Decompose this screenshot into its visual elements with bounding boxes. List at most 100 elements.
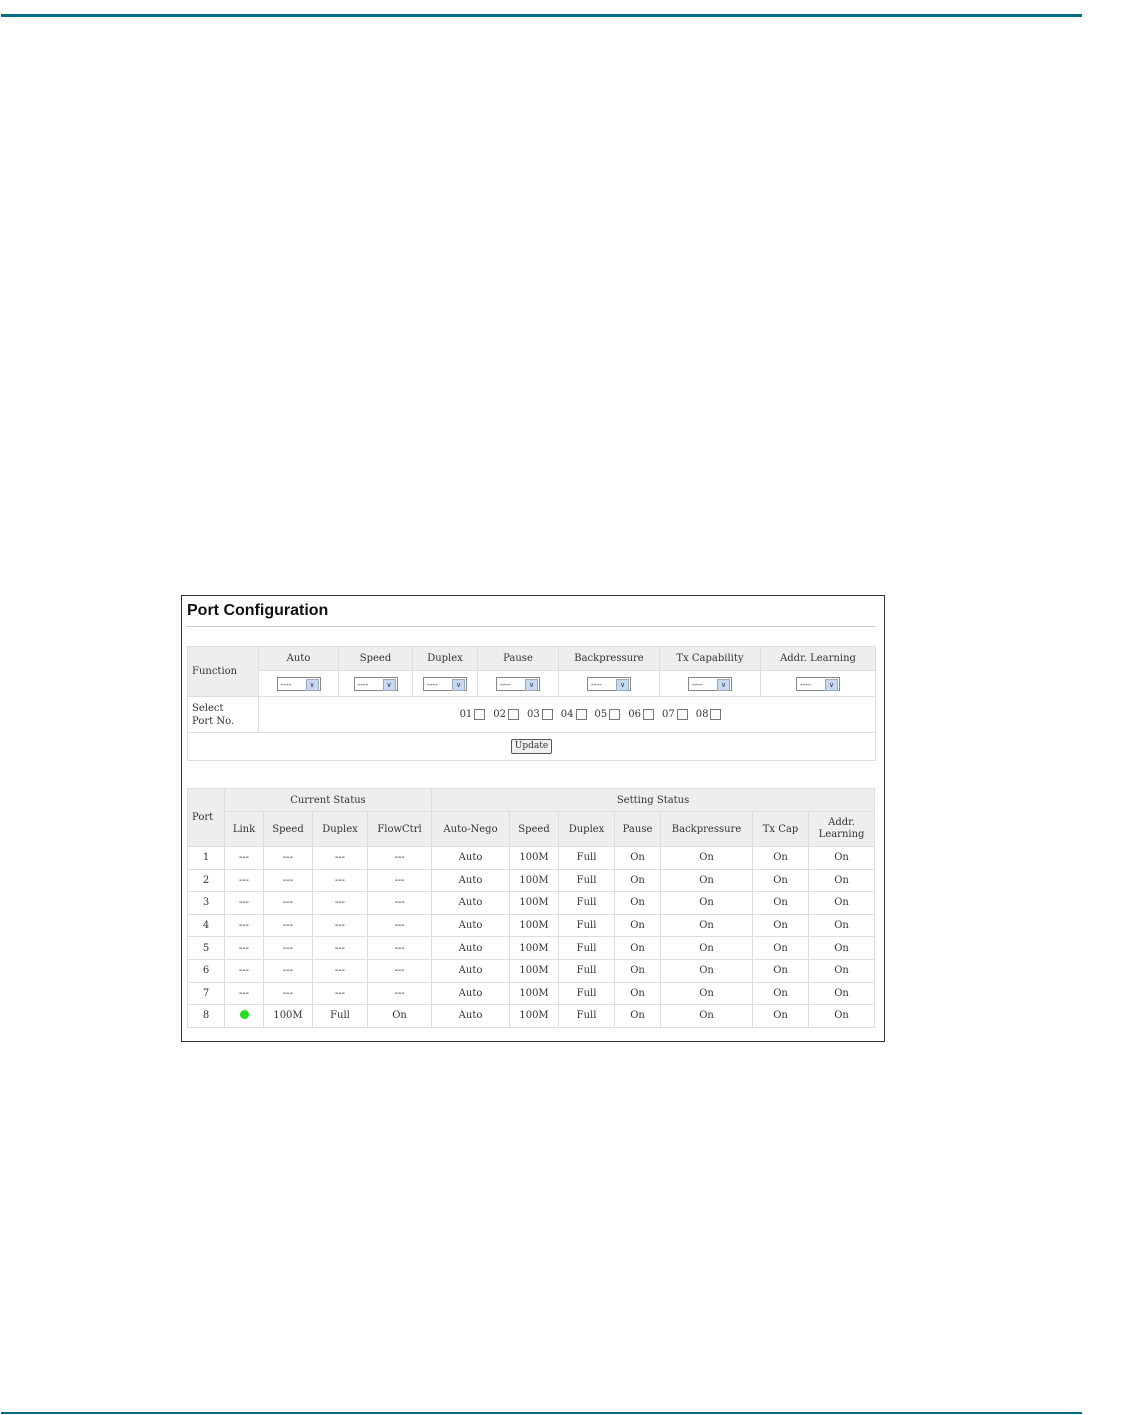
function-header-addr-learning: Addr. Learning: [760, 646, 876, 671]
select-label: Select: [192, 702, 224, 714]
chevron-down-icon: ∨: [825, 678, 838, 691]
cell-sspeed: 100M: [509, 936, 560, 960]
table-row: 2 --- --- --- --- Auto 100M Full On On On On: [187, 868, 876, 893]
cell-port: 5: [187, 936, 225, 960]
cell-sspeed: 100M: [509, 913, 560, 938]
cell-sspeed: 100M: [509, 958, 560, 983]
cell-speed: ---: [263, 936, 313, 960]
cell-flow: ---: [366, 891, 433, 915]
cell-link: ---: [224, 958, 264, 983]
status-header-0: Link: [224, 811, 264, 847]
port-checkbox-02[interactable]: [508, 709, 520, 720]
cell-link: [224, 1004, 264, 1028]
top-rule: [1, 14, 1082, 17]
table-row: 1 --- --- --- --- Auto 100M Full On On On On: [187, 846, 876, 870]
update-button[interactable]: Update: [510, 739, 553, 754]
cell-sduplex: Full: [558, 846, 616, 870]
cell-link: ---: [224, 936, 264, 960]
table-row: 7 --- --- --- --- Auto 100M Full On On On On: [187, 981, 876, 1006]
chevron-down-icon: ∨: [305, 678, 319, 691]
function-header-duplex: Duplex: [412, 646, 478, 671]
port-label-02: 02: [493, 709, 507, 720]
cell-flow: On: [366, 1004, 433, 1028]
select-value: ----: [357, 679, 369, 689]
cell-sduplex: Full: [558, 936, 616, 960]
port-no-label: Port No.: [192, 715, 235, 727]
port-status-table: Port Current Status Setting Status Link S…: [187, 788, 876, 1028]
status-header-8: Backpressure: [660, 811, 754, 847]
cell-link: ---: [224, 981, 264, 1006]
cell-sduplex: Full: [558, 913, 616, 938]
cell-link: ---: [224, 913, 264, 938]
port-checkbox-06[interactable]: [642, 709, 654, 720]
table-row: 3 --- --- --- --- Auto 100M Full On On On On: [187, 891, 876, 915]
cell-bp: On: [660, 913, 754, 938]
function-header-auto: Auto: [258, 646, 339, 671]
port-checkbox-08[interactable]: [710, 709, 722, 720]
port-label-05: 05: [594, 709, 608, 720]
cell-speed: ---: [263, 958, 313, 983]
cell-pause: On: [614, 936, 662, 960]
cell-auto: Auto: [431, 868, 511, 893]
port-label-08: 08: [695, 709, 709, 720]
cell-duplex: ---: [312, 958, 368, 983]
function-header-tx-capability: Tx Capability: [659, 646, 761, 671]
port-checkbox-05[interactable]: [609, 709, 621, 720]
cell-tx: On: [752, 1004, 810, 1028]
port-label-07: 07: [661, 709, 675, 720]
cell-pause: On: [614, 1004, 662, 1028]
port-checkbox-03[interactable]: [541, 709, 553, 720]
cell-port: 8: [187, 1004, 225, 1028]
table-row: 5 --- --- --- --- Auto 100M Full On On On On: [187, 936, 876, 960]
tx-capability-select[interactable]: ---- ∨: [688, 676, 732, 691]
speed-select[interactable]: ---- ∨: [353, 676, 398, 691]
function-cell-backpressure: ---- ∨: [558, 670, 660, 697]
select-value: ----: [280, 679, 292, 689]
cell-tx: On: [752, 981, 810, 1006]
duplex-select[interactable]: ---- ∨: [423, 676, 467, 691]
cell-addr: On: [808, 913, 876, 938]
auto-select[interactable]: ---- ∨: [276, 676, 321, 691]
table-row: 6 --- --- --- --- Auto 100M Full On On On On: [187, 958, 876, 983]
cell-pause: On: [614, 913, 662, 938]
port-checkbox-04[interactable]: [575, 709, 587, 720]
function-header-pause: Pause: [477, 646, 559, 671]
backpressure-select[interactable]: ---- ∨: [587, 676, 631, 691]
pause-select[interactable]: ---- ∨: [496, 676, 540, 691]
cell-flow: ---: [366, 868, 433, 893]
cell-addr: On: [808, 868, 876, 893]
cell-tx: On: [752, 913, 810, 938]
cell-tx: On: [752, 891, 810, 915]
port-configuration-panel: Port Configuration Function Auto Speed Dup…: [181, 595, 885, 1042]
setting-status-header: Setting Status: [431, 788, 876, 812]
port-checkbox-group: 01 02 03 04 05 06 07 08: [258, 696, 876, 733]
cell-duplex: ---: [312, 936, 368, 960]
cell-bp: On: [660, 936, 754, 960]
chevron-down-icon: ∨: [382, 678, 396, 691]
cell-duplex: ---: [312, 891, 368, 915]
function-label: Function: [187, 646, 259, 697]
cell-tx: On: [752, 958, 810, 983]
cell-auto: Auto: [431, 936, 511, 960]
cell-pause: On: [614, 958, 662, 983]
addr-learning-select[interactable]: ---- ∨: [796, 676, 840, 691]
current-status-header: Current Status: [223, 788, 433, 812]
cell-auto: Auto: [431, 958, 511, 983]
cell-link: ---: [224, 868, 264, 893]
cell-duplex: ---: [312, 868, 368, 893]
cell-bp: On: [660, 868, 754, 893]
port-checkbox-07[interactable]: [676, 709, 688, 720]
cell-duplex: ---: [312, 846, 368, 870]
chevron-down-icon: ∨: [616, 678, 629, 691]
status-header-1: Speed: [263, 811, 313, 847]
cell-flow: ---: [366, 981, 433, 1006]
cell-auto: Auto: [431, 913, 511, 938]
select-value: ----: [800, 679, 811, 689]
status-header-7: Pause: [614, 811, 662, 847]
cell-speed: ---: [263, 981, 313, 1006]
cell-addr: On: [808, 846, 876, 870]
port-checkbox-01[interactable]: [474, 709, 486, 720]
cell-port: 1: [187, 846, 225, 870]
status-header-10: Addr. Learning: [808, 811, 876, 847]
cell-pause: On: [614, 868, 662, 893]
